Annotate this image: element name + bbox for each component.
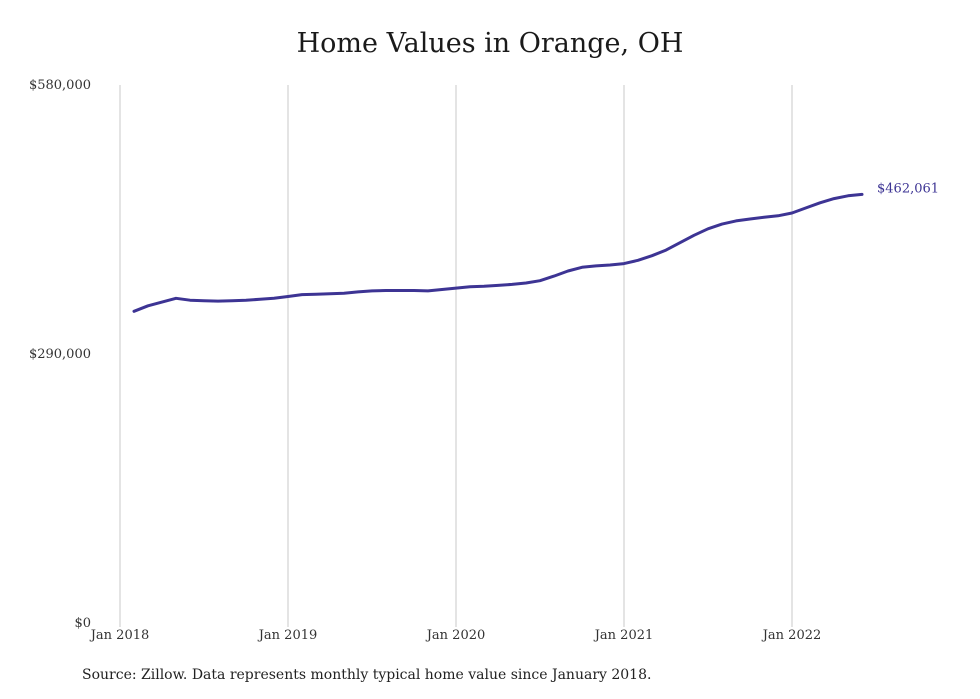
data-point-2019-08 <box>385 289 388 292</box>
data-point-2019-04 <box>329 292 332 295</box>
data-point-2020-02 <box>469 285 472 288</box>
x-tick-label: Jan 2018 <box>89 628 150 643</box>
data-point-2021-07 <box>707 227 710 230</box>
data-point-2021-09 <box>735 219 738 222</box>
data-point-2020-10 <box>581 266 584 269</box>
data-point-2019-06 <box>357 290 360 293</box>
data-point-2020-03 <box>483 285 486 288</box>
x-axis-ticks: Jan 2018 Jan 2019 Jan 2020 Jan 2021 Jan 2022 <box>89 628 822 643</box>
data-point-2022-06 <box>861 193 864 196</box>
x-tick-label: Jan 2021 <box>593 628 654 643</box>
data-point-2022-01 <box>791 212 794 215</box>
data-point-2021-02 <box>637 259 640 262</box>
data-point-2020-12 <box>609 263 612 266</box>
data-point-2022-04 <box>833 197 836 200</box>
source-note: Source: Zillow. Data represents monthly … <box>82 667 652 683</box>
data-point-2020-06 <box>525 282 528 285</box>
data-point-2022-03 <box>819 201 822 204</box>
x-tick-label: Jan 2020 <box>425 628 486 643</box>
data-point-2021-12 <box>777 214 780 217</box>
data-point-2020-08 <box>553 275 556 278</box>
data-point-2021-01 <box>623 262 626 265</box>
data-point-2018-02 <box>133 310 136 313</box>
data-point-2020-09 <box>567 269 570 272</box>
data-point-2019-05 <box>343 292 346 295</box>
data-point-2018-03 <box>147 304 150 307</box>
data-point-2018-08 <box>217 300 220 303</box>
data-point-2019-10 <box>413 289 416 292</box>
series-layer <box>132 192 864 313</box>
data-point-2018-10 <box>245 299 248 302</box>
data-point-2022-05 <box>847 194 850 197</box>
series-line-0 <box>132 192 864 313</box>
data-point-2018-09 <box>231 299 234 302</box>
data-point-2019-07 <box>371 289 374 292</box>
y-tick-label: $290,000 <box>29 347 91 362</box>
x-tick-label: Jan 2019 <box>257 628 318 643</box>
data-point-2019-09 <box>399 289 402 292</box>
data-point-2021-03 <box>651 254 654 257</box>
chart-title: Home Values in Orange, OH <box>296 28 684 59</box>
data-point-2018-05 <box>175 297 178 300</box>
data-point-2019-12 <box>441 288 444 291</box>
label-layer: $462,061 <box>877 181 939 196</box>
data-point-2020-04 <box>497 284 500 287</box>
data-point-2021-04 <box>665 249 668 252</box>
data-point-2020-07 <box>539 279 542 282</box>
data-point-2019-01 <box>287 295 290 298</box>
data-point-2021-10 <box>749 218 752 221</box>
data-point-2021-06 <box>693 234 696 237</box>
data-point-2018-06 <box>189 299 192 302</box>
data-point-2021-11 <box>763 216 766 219</box>
data-point-2018-04 <box>161 301 164 304</box>
y-tick-label: $0 <box>74 616 91 631</box>
data-point-2019-03 <box>315 293 318 296</box>
data-point-2021-08 <box>721 223 724 226</box>
data-point-2020-11 <box>595 264 598 267</box>
data-point-2018-11 <box>259 298 262 301</box>
x-tick-label: Jan 2022 <box>761 628 822 643</box>
data-point-2022-02 <box>805 206 808 209</box>
data-point-2018-12 <box>273 297 276 300</box>
grid-layer <box>119 85 793 627</box>
y-tick-label: $580,000 <box>29 78 91 93</box>
y-axis-ticks: $0 $290,000 $580,000 <box>29 78 91 631</box>
end-value-label: $462,061 <box>877 181 939 196</box>
data-point-2018-07 <box>203 299 206 302</box>
data-point-2019-11 <box>427 289 430 292</box>
data-point-2019-02 <box>301 293 304 296</box>
data-point-2021-05 <box>679 241 682 244</box>
data-point-2020-05 <box>511 283 514 286</box>
data-point-2020-01 <box>455 287 458 290</box>
